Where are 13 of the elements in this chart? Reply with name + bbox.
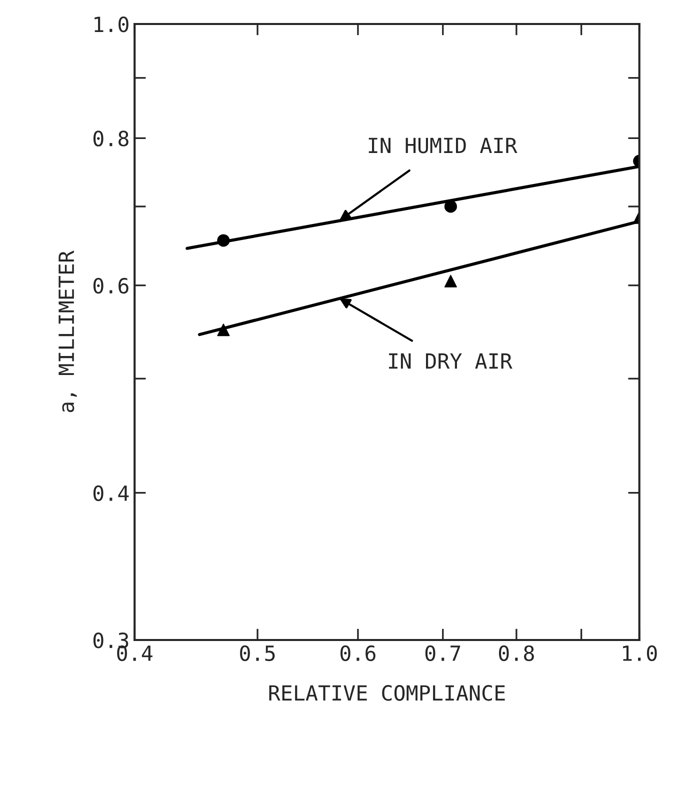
- x-tick-label: 1.0: [623, 645, 657, 662]
- y-tick-label: 0.6: [93, 278, 128, 294]
- x-tick-label: 0.5: [240, 645, 275, 662]
- y-tick-label: 0.8: [93, 130, 128, 146]
- y-tick-label: 0.4: [93, 485, 129, 502]
- annotation: IN DRY AIR: [389, 353, 512, 369]
- x-tick-label: 0.8: [498, 645, 534, 662]
- y-tick-label: 1.0: [94, 16, 128, 32]
- x-tick-label: 0.7: [425, 645, 460, 662]
- y-axis-title: a, MILLIMETER: [58, 250, 77, 412]
- x-axis-title: RELATIVE COMPLIANCE: [269, 685, 505, 701]
- x-tick-label: 0.6: [340, 645, 376, 662]
- annotation: IN HUMID AIR: [368, 138, 518, 154]
